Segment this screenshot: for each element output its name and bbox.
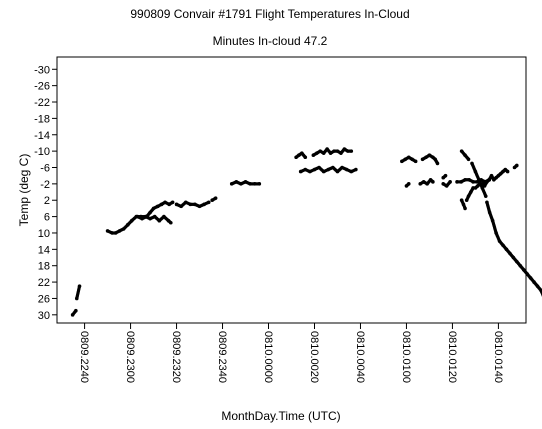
chart-subtitle: Minutes In-cloud 47.2 — [213, 34, 328, 48]
x-tick-label: 0809.2240 — [78, 331, 90, 383]
y-tick-label: 22 — [38, 277, 50, 289]
x-tick-label: 0810.0000 — [262, 331, 274, 383]
data-point — [406, 182, 411, 186]
data-point — [443, 173, 448, 178]
data-point — [213, 196, 218, 200]
y-tick-label: 14 — [38, 244, 50, 256]
y-tick-label: -26 — [34, 81, 50, 93]
x-tick-label: 0809.2340 — [216, 331, 228, 383]
data-point — [349, 149, 354, 153]
data-point — [515, 163, 519, 168]
y-tick-label: -22 — [34, 97, 50, 109]
data-point — [206, 200, 211, 205]
y-axis-label: Temp (deg C) — [17, 154, 31, 227]
data-point — [483, 194, 488, 198]
y-tick-label: -30 — [34, 64, 50, 76]
x-tick-label: 0810.0040 — [354, 331, 366, 383]
data-point — [435, 161, 440, 166]
y-tick-label: -18 — [34, 113, 50, 125]
data-point — [354, 167, 358, 172]
x-axis: 0809.2240 0809.2300 0809.2320 0809.2340 0810… — [78, 323, 504, 383]
y-tick-label: -2 — [40, 179, 50, 191]
data-point — [463, 206, 467, 211]
x-tick-label: 0809.2320 — [170, 331, 182, 383]
data-point — [466, 157, 471, 162]
data-point — [170, 200, 175, 205]
x-tick-label: 0809.2300 — [124, 331, 136, 383]
x-axis-label: MonthDay.Time (UTC) — [221, 409, 340, 423]
y-tick-label: -6 — [40, 162, 50, 174]
y-tick-label: -14 — [34, 130, 50, 142]
y-tick-label: 18 — [38, 261, 50, 273]
data-point — [77, 284, 82, 288]
plot-frame — [56, 56, 527, 324]
y-tick-label: 6 — [44, 212, 50, 224]
x-tick-label: 0810.0140 — [492, 331, 504, 383]
y-tick-label: -10 — [34, 146, 50, 158]
data-point — [431, 180, 435, 184]
data-point — [505, 169, 510, 174]
data-point — [74, 308, 78, 313]
x-tick-label: 0810.0120 — [446, 331, 458, 383]
data-point — [169, 220, 173, 225]
y-tick-label: 10 — [38, 228, 50, 240]
data-series — [70, 147, 542, 317]
x-tick-label: 0810.0020 — [308, 331, 320, 383]
chart-title: 990809 Convair #1791 Flight Temperatures… — [130, 7, 409, 21]
data-point — [413, 159, 418, 164]
y-tick-label: 2 — [44, 195, 50, 207]
y-tick-label: 26 — [38, 293, 50, 305]
data-point — [448, 180, 452, 184]
data-point — [303, 155, 308, 160]
data-point — [257, 182, 262, 186]
y-tick-label: 30 — [38, 310, 50, 322]
x-tick-label: 0810.0100 — [400, 331, 412, 383]
